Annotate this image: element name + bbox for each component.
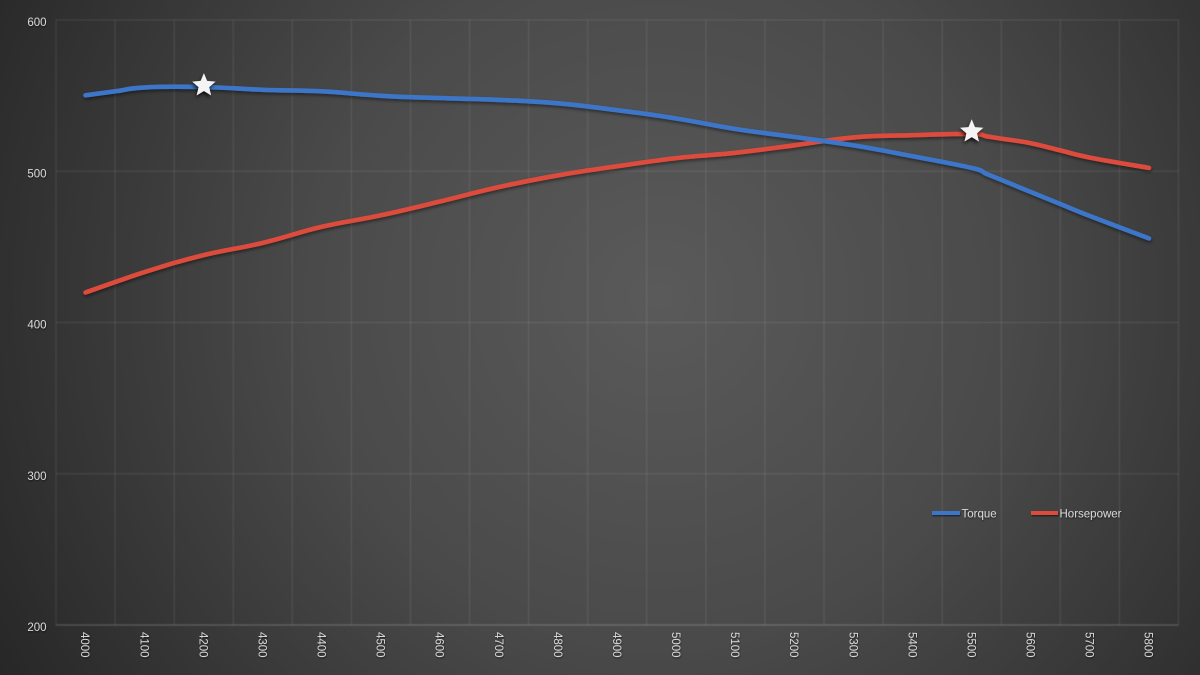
svg-text:5800: 5800: [1142, 632, 1154, 658]
svg-text:500: 500: [27, 168, 46, 180]
svg-text:4900: 4900: [610, 632, 622, 658]
svg-text:5300: 5300: [846, 632, 858, 658]
svg-text:5100: 5100: [728, 632, 740, 658]
svg-text:4100: 4100: [137, 632, 149, 658]
svg-text:600: 600: [27, 17, 46, 29]
svg-text:Torque: Torque: [962, 509, 997, 521]
svg-text:5000: 5000: [669, 632, 681, 658]
svg-text:4700: 4700: [492, 632, 504, 658]
svg-text:5200: 5200: [787, 632, 799, 658]
svg-text:4600: 4600: [433, 632, 445, 658]
svg-text:5600: 5600: [1024, 632, 1036, 658]
svg-text:400: 400: [27, 320, 46, 332]
svg-text:4300: 4300: [256, 632, 268, 658]
svg-text:4500: 4500: [374, 632, 386, 658]
svg-text:4800: 4800: [551, 632, 563, 658]
svg-text:5500: 5500: [964, 632, 976, 658]
svg-text:4200: 4200: [196, 632, 208, 658]
svg-text:4400: 4400: [315, 632, 327, 658]
svg-text:200: 200: [27, 622, 46, 634]
svg-text:5700: 5700: [1083, 632, 1095, 658]
svg-text:4000: 4000: [78, 632, 90, 658]
svg-text:5400: 5400: [905, 632, 917, 658]
svg-text:300: 300: [27, 471, 46, 483]
svg-text:Horsepower: Horsepower: [1060, 509, 1122, 521]
